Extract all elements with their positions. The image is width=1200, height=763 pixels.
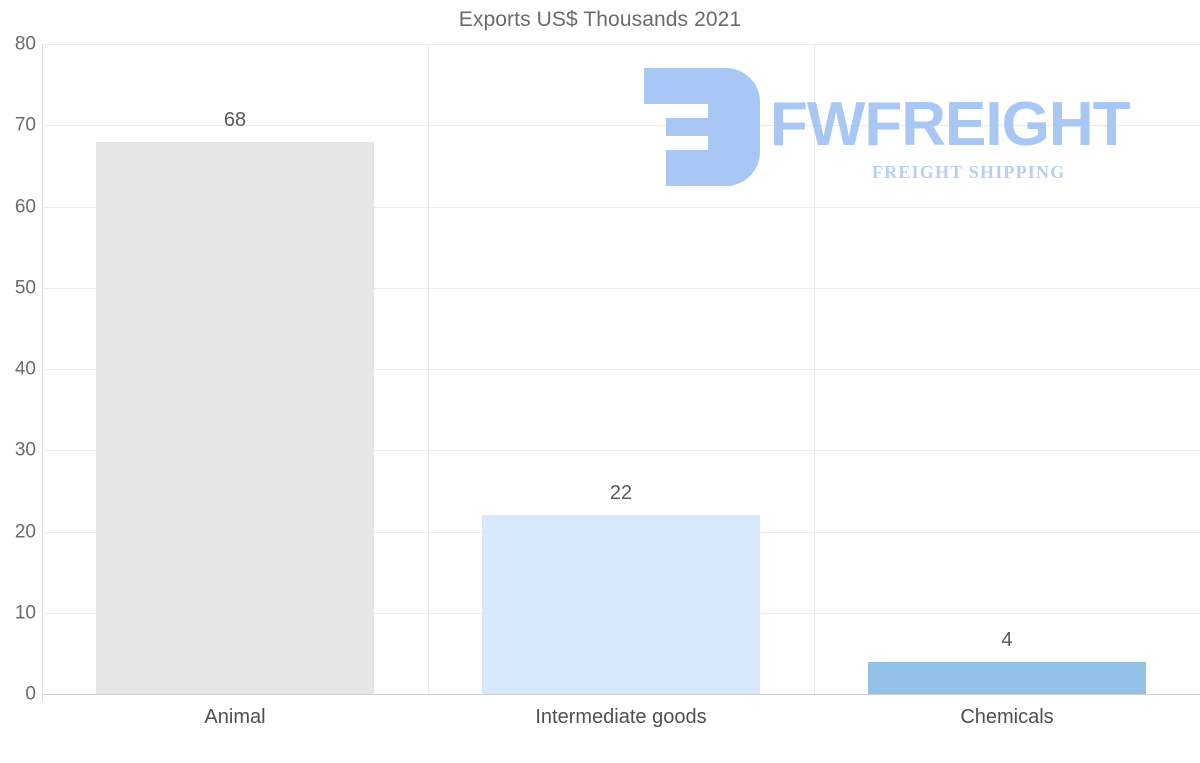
gridline — [42, 287, 1200, 289]
bar-value-label: 22 — [609, 482, 633, 505]
bar[interactable] — [482, 515, 760, 694]
y-axis-tick-label: 60 — [14, 196, 36, 217]
y-axis-tick-label: 20 — [14, 521, 36, 542]
plot-area: 68 22 4 — [42, 44, 1200, 695]
bar[interactable] — [96, 141, 374, 694]
y-axis-tick-labels: 0 10 20 30 40 50 60 70 80 — [0, 35, 36, 704]
y-axis-tick-label: 40 — [14, 358, 36, 380]
y-axis-tick-label: 70 — [14, 114, 36, 136]
y-axis-tick-label: 80 — [14, 33, 36, 55]
gridline — [42, 44, 1200, 45]
category-separator — [428, 44, 429, 694]
x-axis-category-label: Chemicals — [960, 706, 1054, 728]
bar-value-label: 68 — [223, 108, 247, 131]
gridline — [42, 450, 1200, 452]
y-axis-line — [42, 44, 43, 702]
x-axis-category-label: Intermediate goods — [535, 706, 707, 728]
bar-value-label: 4 — [1001, 628, 1013, 651]
y-axis-tick-label: 10 — [14, 602, 36, 624]
gridline — [42, 206, 1200, 208]
category-separator — [814, 44, 815, 694]
y-axis-tick-label: 30 — [14, 439, 36, 461]
y-axis-tick-label: 50 — [14, 277, 36, 299]
chart-title: Exports US$ Thousands 2021 — [458, 8, 742, 31]
bar[interactable] — [868, 661, 1146, 694]
y-axis-tick-label: 0 — [25, 683, 36, 705]
gridline — [42, 694, 1200, 695]
gridline — [42, 125, 1200, 127]
x-axis-category-label: Animal — [204, 706, 266, 728]
gridline — [42, 369, 1200, 370]
